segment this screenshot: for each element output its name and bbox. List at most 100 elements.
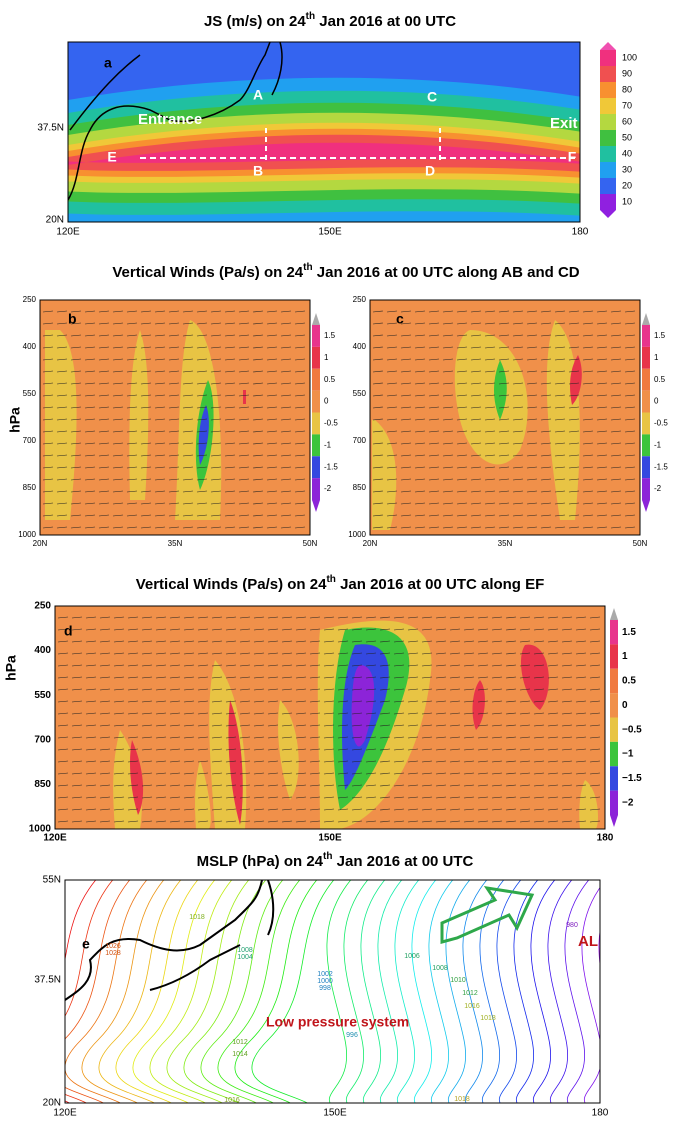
- colorbar-swatch: [312, 412, 320, 435]
- wind-arrow: [365, 628, 377, 631]
- wind-arrow: [463, 760, 475, 763]
- wind-arrow: [211, 652, 223, 655]
- isobar: [581, 886, 600, 1103]
- wind-arrow: [70, 346, 82, 349]
- wind-arrow: [414, 478, 426, 481]
- wind-arrow: [421, 676, 433, 679]
- wind-arrow: [624, 322, 636, 325]
- wind-arrow: [575, 652, 587, 655]
- wind-arrow: [568, 490, 580, 493]
- annotation: AL: [578, 933, 598, 950]
- wind-arrow: [449, 652, 461, 655]
- wind-arrow: [414, 490, 426, 493]
- wind-arrow: [547, 700, 559, 703]
- wind-arrow: [57, 760, 69, 763]
- wind-arrow: [182, 382, 194, 385]
- wind-arrow: [365, 796, 377, 799]
- wind-arrow: [238, 406, 250, 409]
- wind-arrow: [197, 820, 209, 823]
- wind-arrow: [477, 664, 489, 667]
- wind-arrow: [400, 502, 412, 505]
- wind-arrow: [526, 394, 538, 397]
- wind-arrow: [112, 358, 124, 361]
- wind-arrow: [294, 346, 306, 349]
- contour-label: 996: [346, 1032, 358, 1039]
- wind-arrow: [155, 724, 167, 727]
- wind-arrow: [596, 334, 608, 337]
- wind-arrow: [386, 334, 398, 337]
- wind-arrow: [407, 664, 419, 667]
- wind-arrow: [85, 616, 97, 619]
- wind-arrow: [294, 322, 306, 325]
- wind-arrow: [210, 346, 222, 349]
- colorbar-label: 70: [622, 100, 632, 110]
- wind-arrow: [386, 478, 398, 481]
- wind-arrow: [582, 418, 594, 421]
- wind-arrow: [210, 442, 222, 445]
- wind-arrow: [309, 676, 321, 679]
- wind-arrow: [351, 628, 363, 631]
- wind-arrow: [568, 502, 580, 505]
- wind-arrow: [547, 664, 559, 667]
- wind-arrow: [414, 430, 426, 433]
- wind-arrow: [267, 640, 279, 643]
- wind-arrow: [463, 640, 475, 643]
- wind-arrow: [239, 736, 251, 739]
- colorbar-swatch: [600, 130, 616, 146]
- wind-arrow: [70, 514, 82, 517]
- wind-arrow: [113, 664, 125, 667]
- wind-arrow: [295, 820, 307, 823]
- wind-arrow: [253, 700, 265, 703]
- wind-arrow: [519, 820, 531, 823]
- wind-arrow: [575, 748, 587, 751]
- wind-arrow: [126, 346, 138, 349]
- wind-arrow: [183, 712, 195, 715]
- wind-arrow: [337, 784, 349, 787]
- wind-arrow: [554, 322, 566, 325]
- wind-arrow: [169, 616, 181, 619]
- x-tick-label: 120E: [56, 227, 80, 238]
- wind-arrow: [610, 514, 622, 517]
- wind-arrow: [127, 688, 139, 691]
- wind-arrow: [463, 700, 475, 703]
- wind-arrow: [280, 490, 292, 493]
- wind-arrow: [561, 736, 573, 739]
- wind-arrow: [498, 310, 510, 313]
- wind-arrow: [449, 688, 461, 691]
- pressure-contours: [65, 880, 600, 1103]
- wind-arrow: [113, 784, 125, 787]
- wind-arrow: [56, 514, 68, 517]
- wind-arrow: [127, 748, 139, 751]
- jet-band: [68, 142, 580, 166]
- wind-arrow: [519, 652, 531, 655]
- wind-arrow: [253, 760, 265, 763]
- wind-arrow: [183, 772, 195, 775]
- wind-arrow: [554, 478, 566, 481]
- wind-arrow: [280, 370, 292, 373]
- wind-arrow: [294, 466, 306, 469]
- wind-arrow: [372, 526, 384, 529]
- wind-arrow: [337, 652, 349, 655]
- wind-arrow: [540, 478, 552, 481]
- wind-arrow: [197, 628, 209, 631]
- wind-arrow: [477, 748, 489, 751]
- wind-arrow: [435, 628, 447, 631]
- wind-arrow: [533, 640, 545, 643]
- wind-arrow: [428, 310, 440, 313]
- wind-arrow: [421, 652, 433, 655]
- wind-arrow: [554, 418, 566, 421]
- wind-arrow: [393, 796, 405, 799]
- wind-arrow: [568, 382, 580, 385]
- wind-arrow: [491, 820, 503, 823]
- wind-arrow: [547, 808, 559, 811]
- wind-arrow: [140, 394, 152, 397]
- wind-arrow: [624, 370, 636, 373]
- wind-arrow: [393, 688, 405, 691]
- wind-arrow: [498, 454, 510, 457]
- wind-arrow: [225, 640, 237, 643]
- wind-arrow: [70, 358, 82, 361]
- wind-arrow: [71, 748, 83, 751]
- isobar: [200, 880, 284, 1103]
- colorbar-swatch: [642, 478, 650, 500]
- wind-arrow: [540, 382, 552, 385]
